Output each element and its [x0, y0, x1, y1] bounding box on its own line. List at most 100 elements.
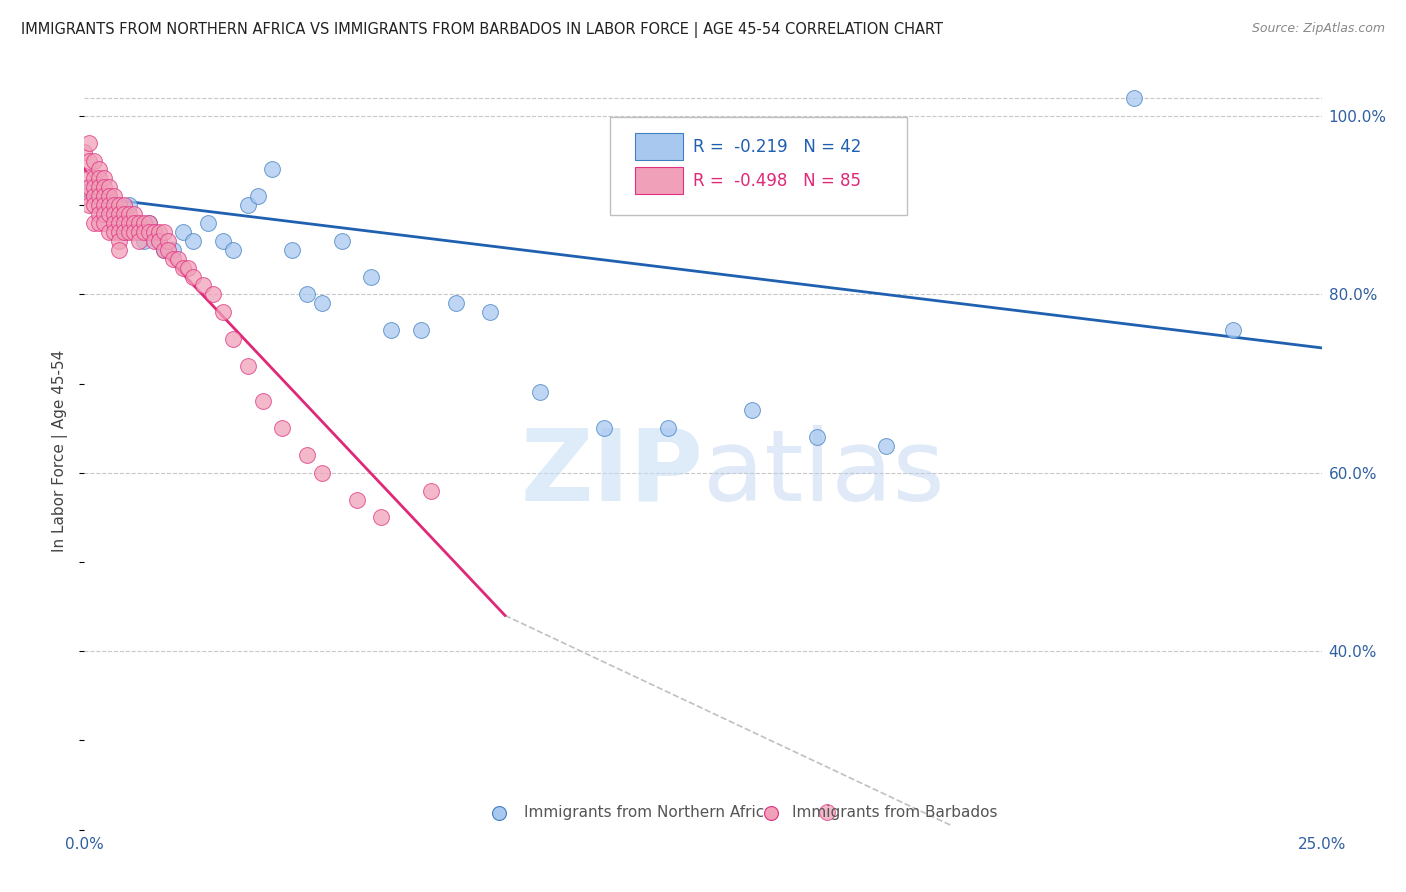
Point — [93, 216, 115, 230]
Point — [479, 305, 502, 319]
Text: Immigrants from Barbados: Immigrants from Barbados — [792, 805, 998, 821]
Point — [875, 439, 897, 453]
Point — [122, 207, 145, 221]
Point — [89, 171, 111, 186]
Point — [93, 180, 115, 194]
Point — [98, 189, 121, 203]
Point — [132, 225, 155, 239]
Point — [108, 225, 131, 239]
Point — [281, 243, 304, 257]
Point — [152, 225, 174, 239]
Point — [73, 145, 96, 159]
Point — [148, 225, 170, 239]
Point — [177, 260, 200, 275]
Point — [103, 216, 125, 230]
Point — [162, 252, 184, 266]
Point — [93, 207, 115, 221]
Point — [330, 234, 353, 248]
Point — [108, 207, 131, 221]
Point — [222, 332, 245, 346]
Point — [148, 234, 170, 248]
Point — [444, 296, 467, 310]
Point — [93, 171, 115, 186]
Point — [132, 234, 155, 248]
Point — [593, 421, 616, 435]
Point — [83, 198, 105, 212]
Point — [142, 225, 165, 239]
Point — [79, 136, 101, 150]
Point — [212, 305, 235, 319]
Point — [108, 243, 131, 257]
Point — [118, 198, 141, 212]
Point — [157, 234, 180, 248]
Point — [89, 180, 111, 194]
Point — [103, 198, 125, 212]
Point — [142, 234, 165, 248]
Point — [122, 225, 145, 239]
Point — [98, 198, 121, 212]
Point — [167, 252, 190, 266]
Point — [89, 207, 111, 221]
Point — [311, 466, 333, 480]
Point — [98, 207, 121, 221]
FancyBboxPatch shape — [610, 117, 907, 216]
Point — [138, 225, 160, 239]
Point — [93, 189, 115, 203]
Point — [122, 216, 145, 230]
Point — [118, 207, 141, 221]
Point — [157, 243, 180, 257]
Point — [172, 225, 194, 239]
Point — [262, 162, 284, 177]
Point — [73, 189, 96, 203]
Point — [83, 189, 105, 203]
Text: atlas: atlas — [703, 425, 945, 522]
Point — [89, 198, 111, 212]
Point — [89, 216, 111, 230]
Point — [108, 198, 131, 212]
Point — [202, 287, 225, 301]
FancyBboxPatch shape — [636, 167, 683, 194]
Point — [657, 421, 679, 435]
Point — [236, 359, 259, 373]
Point — [83, 153, 105, 168]
Point — [83, 180, 105, 194]
Point — [295, 287, 318, 301]
Point — [346, 492, 368, 507]
Point — [741, 403, 763, 417]
Point — [112, 225, 135, 239]
Point — [132, 216, 155, 230]
Point — [98, 189, 121, 203]
Point — [103, 225, 125, 239]
Point — [79, 198, 101, 212]
Point — [108, 234, 131, 248]
Point — [103, 207, 125, 221]
Point — [79, 180, 101, 194]
Point — [108, 216, 131, 230]
Point — [152, 243, 174, 257]
Point — [138, 216, 160, 230]
Point — [360, 269, 382, 284]
Point — [191, 278, 214, 293]
Point — [162, 243, 184, 257]
Point — [311, 296, 333, 310]
Point — [93, 198, 115, 212]
Text: ZIP: ZIP — [520, 425, 703, 522]
Point — [370, 510, 392, 524]
Point — [112, 198, 135, 212]
Point — [112, 216, 135, 230]
Point — [409, 323, 432, 337]
Point — [83, 171, 105, 186]
Text: R =  -0.219   N = 42: R = -0.219 N = 42 — [693, 138, 862, 156]
Point — [148, 234, 170, 248]
Point — [128, 216, 150, 230]
Point — [98, 180, 121, 194]
Text: R =  -0.498   N = 85: R = -0.498 N = 85 — [693, 172, 860, 190]
Point — [118, 216, 141, 230]
Point — [128, 234, 150, 248]
Point — [79, 171, 101, 186]
Point — [142, 225, 165, 239]
Point — [295, 448, 318, 462]
Point — [815, 805, 838, 819]
Point — [529, 385, 551, 400]
Point — [419, 483, 441, 498]
